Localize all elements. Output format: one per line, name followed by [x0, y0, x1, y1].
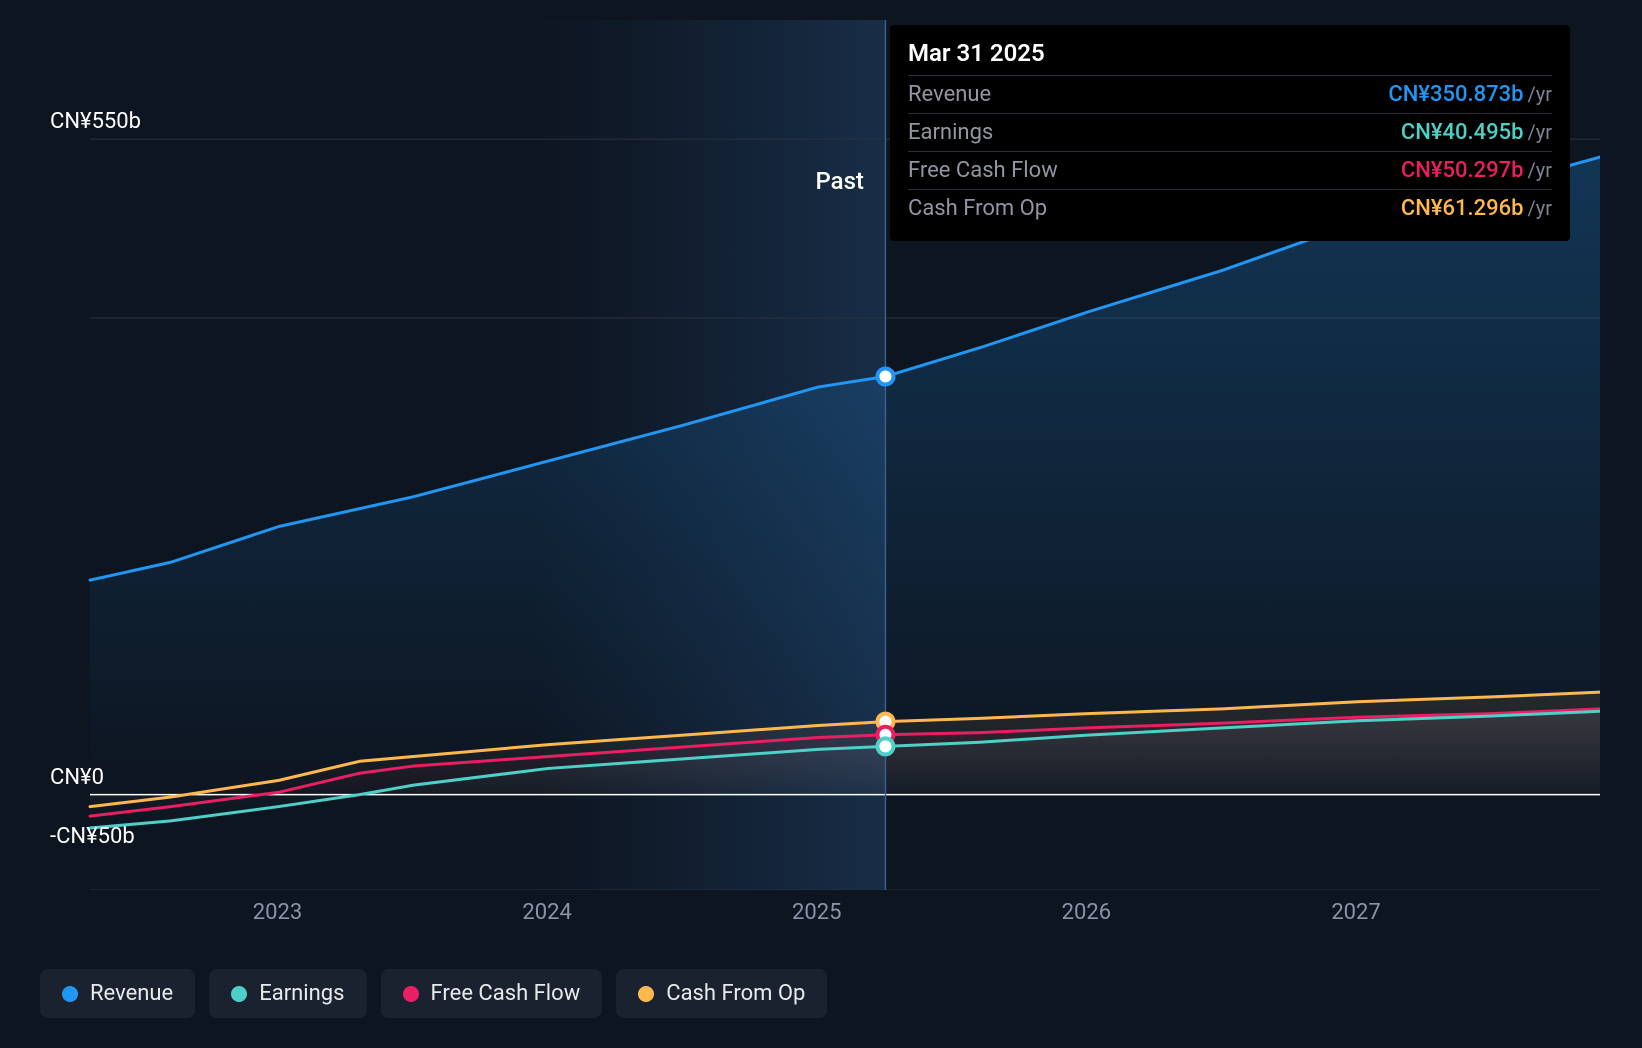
legend-dot-icon — [638, 986, 654, 1002]
tooltip-metric-value: CN¥350.873b — [1388, 82, 1523, 107]
x-axis-tick-label: 2024 — [522, 900, 571, 925]
legend-item-earnings[interactable]: Earnings — [209, 969, 366, 1018]
tooltip-metric-label: Cash From Op — [908, 196, 1047, 221]
tooltip-metric-label: Revenue — [908, 82, 991, 107]
chart-tooltip: Mar 31 2025 RevenueCN¥350.873b/yrEarning… — [890, 25, 1570, 241]
tooltip-row: Revenue CN¥350.873b/yr — [908, 76, 1552, 114]
legend-label: Earnings — [259, 981, 344, 1006]
y-axis-tick-label: -CN¥50b — [50, 824, 135, 849]
legend-item-cash-from-op[interactable]: Cash From Op — [616, 969, 827, 1018]
legend-label: Free Cash Flow — [431, 981, 581, 1006]
tooltip-row: Free Cash Flow CN¥50.297b/yr — [908, 152, 1552, 190]
tooltip-unit: /yr — [1528, 158, 1553, 182]
legend-dot-icon — [231, 986, 247, 1002]
legend-dot-icon — [403, 986, 419, 1002]
y-axis-tick-label: CN¥550b — [50, 109, 141, 134]
tooltip-row: Earnings CN¥40.495b/yr — [908, 114, 1552, 152]
y-axis-tick-label: CN¥0 — [50, 765, 104, 790]
legend-dot-icon — [62, 986, 78, 1002]
legend-label: Revenue — [90, 981, 173, 1006]
tooltip-metric-label: Free Cash Flow — [908, 158, 1058, 183]
x-axis-tick-label: 2025 — [792, 900, 841, 925]
tooltip-metric-value: CN¥61.296b — [1401, 196, 1524, 221]
tooltip-metric-value: CN¥50.297b — [1401, 158, 1524, 183]
past-section-label: Past — [815, 167, 863, 195]
x-axis-tick-label: 2023 — [253, 900, 302, 925]
tooltip-date: Mar 31 2025 — [908, 39, 1552, 76]
tooltip-metric-value: CN¥40.495b — [1401, 120, 1524, 145]
legend-item-revenue[interactable]: Revenue — [40, 969, 195, 1018]
tooltip-unit: /yr — [1528, 120, 1553, 144]
tooltip-unit: /yr — [1528, 82, 1553, 106]
tooltip-metric-label: Earnings — [908, 120, 993, 145]
x-axis-tick-label: 2026 — [1062, 900, 1111, 925]
chart-legend: Revenue Earnings Free Cash Flow Cash From O… — [40, 969, 827, 1018]
tooltip-row: Cash From Op CN¥61.296b/yr — [908, 190, 1552, 227]
x-axis-tick-label: 2027 — [1331, 900, 1380, 925]
tooltip-unit: /yr — [1528, 196, 1553, 220]
legend-item-free-cash-flow[interactable]: Free Cash Flow — [381, 969, 603, 1018]
legend-label: Cash From Op — [666, 981, 805, 1006]
